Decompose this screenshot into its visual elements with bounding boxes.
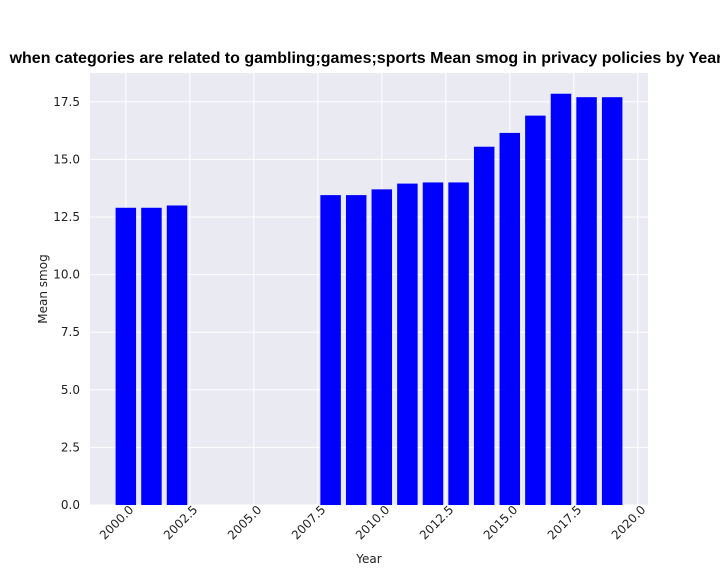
bar xyxy=(525,115,546,506)
bar xyxy=(448,182,469,505)
bar xyxy=(473,146,495,505)
x-axis-ticks: 2000.0 2002.5 2005.0 2007.5 2010.0 2012.5 2015… xyxy=(97,503,649,543)
bar xyxy=(345,195,367,505)
bar xyxy=(499,132,521,506)
x-tick-label: 2010.0 xyxy=(353,503,393,543)
y-tick-label: 0.0 xyxy=(61,498,80,512)
y-tick-label: 7.5 xyxy=(61,325,80,339)
bar xyxy=(397,183,418,506)
bar xyxy=(166,205,188,506)
x-tick-label: 2015.0 xyxy=(481,503,521,543)
y-tick-label: 17.5 xyxy=(53,95,80,109)
y-tick-label: 2.5 xyxy=(61,440,80,454)
x-tick-label: 2012.5 xyxy=(417,503,457,543)
y-axis-label: Mean smog xyxy=(36,254,50,323)
bar xyxy=(576,97,597,505)
x-axis-label: Year xyxy=(355,552,381,566)
x-tick-label: 2020.0 xyxy=(609,503,649,543)
bar xyxy=(601,97,623,505)
x-tick-label: 2007.5 xyxy=(289,503,329,543)
y-tick-label: 12.5 xyxy=(53,210,80,224)
bar xyxy=(371,189,393,506)
bar xyxy=(550,93,572,506)
x-tick-label: 2002.5 xyxy=(161,503,201,543)
bar xyxy=(320,195,341,505)
y-tick-label: 5.0 xyxy=(61,383,80,397)
bars xyxy=(115,93,623,506)
y-tick-label: 15.0 xyxy=(53,152,80,166)
bar xyxy=(115,207,137,505)
bar xyxy=(422,182,444,505)
bar xyxy=(141,207,162,505)
x-tick-label: 2005.0 xyxy=(225,503,265,543)
x-tick-label: 2000.0 xyxy=(97,503,137,543)
y-tick-label: 10.0 xyxy=(53,268,80,282)
chart-title: when categories are related to gambling;… xyxy=(9,50,720,67)
x-tick-label: 2017.5 xyxy=(545,503,585,543)
y-axis-ticks: 0.0 2.5 5.0 7.5 10.0 12.5 15.0 17.5 xyxy=(53,95,80,512)
